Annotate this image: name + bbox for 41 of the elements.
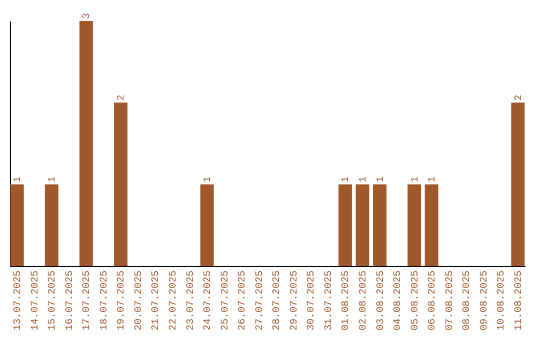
x-tick-label: 17.07.2025 [82, 270, 94, 331]
data-label: 1 [428, 176, 439, 182]
x-tick-label: 08.08.2025 [462, 270, 474, 331]
x-tick-label: 24.07.2025 [203, 270, 214, 331]
x-tick-label: 05.08.2025 [410, 270, 422, 331]
x-tick-label: 25.07.2025 [220, 270, 232, 331]
data-label: 2 [514, 94, 525, 101]
x-tick-label: 31.07.2025 [324, 270, 335, 331]
data-label: 3 [82, 12, 94, 19]
x-tick-label: 28.07.2025 [272, 270, 284, 331]
data-label: 1 [341, 176, 352, 182]
x-tick-label: 07.08.2025 [444, 270, 456, 331]
data-label: 1 [410, 176, 422, 182]
data-label: 1 [48, 176, 59, 182]
x-tick-label: 09.08.2025 [479, 270, 490, 331]
x-tick-label: 29.07.2025 [289, 270, 300, 331]
x-tick-label: 15.07.2025 [48, 270, 59, 331]
x-tick-label: 14.07.2025 [30, 270, 42, 331]
data-label: 1 [203, 176, 214, 182]
x-tick-label: 27.07.2025 [254, 270, 266, 331]
x-tick-label: 02.08.2025 [358, 270, 370, 331]
x-tick-label: 18.07.2025 [99, 270, 110, 331]
x-tick-label: 06.08.2025 [428, 270, 439, 331]
x-tick-label: 01.08.2025 [341, 270, 352, 331]
x-tick-label: 10.08.2025 [496, 270, 508, 331]
data-label: 1 [358, 176, 370, 182]
data-label: 2 [116, 94, 128, 101]
x-tick-label: 03.08.2025 [376, 270, 387, 331]
x-tick-label: 23.07.2025 [186, 270, 197, 331]
x-tick-label: 19.07.2025 [116, 270, 128, 331]
x-tick-label: 30.07.2025 [306, 270, 318, 331]
data-label: 1 [376, 176, 387, 182]
data-label: 1 [13, 176, 24, 182]
x-tick-label: 11.08.2025 [514, 270, 525, 331]
x-tick-label: 22.07.2025 [168, 270, 180, 331]
x-tick-label: 20.07.2025 [134, 270, 145, 331]
x-tick-label: 13.07.2025 [13, 270, 24, 331]
x-tick-label: 04.08.2025 [393, 270, 404, 331]
x-tick-label: 21.07.2025 [151, 270, 162, 331]
x-tick-label: 26.07.2025 [238, 270, 249, 331]
x-tick-label: 16.07.2025 [64, 270, 76, 331]
